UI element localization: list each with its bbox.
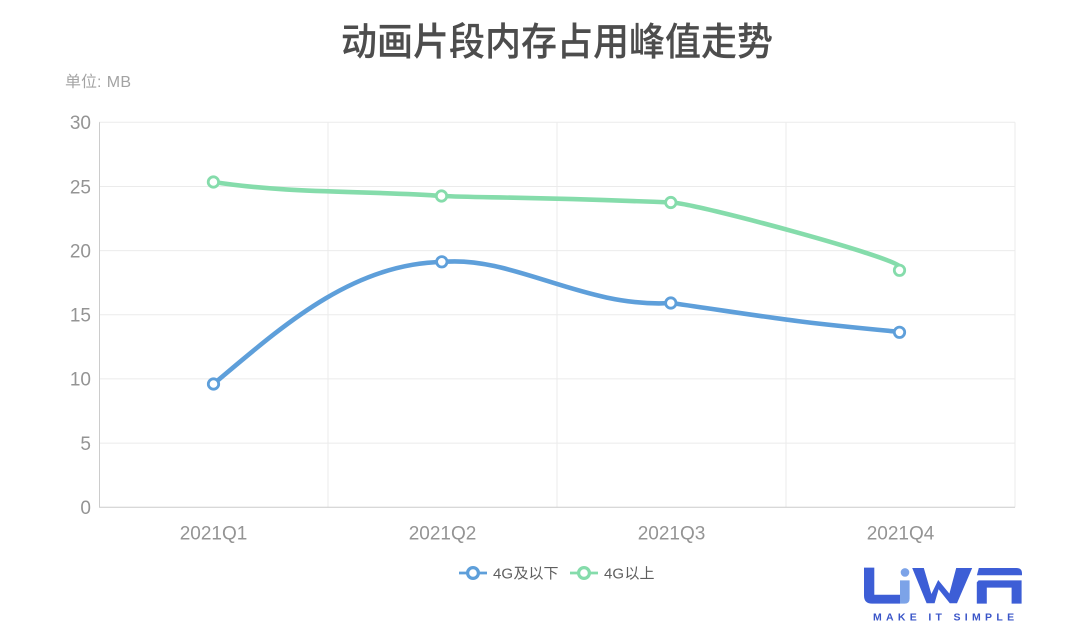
svg-text:20: 20 xyxy=(70,241,91,262)
svg-text:2021Q2: 2021Q2 xyxy=(409,524,477,545)
svg-text:2021Q1: 2021Q1 xyxy=(180,524,248,545)
svg-text:0: 0 xyxy=(80,498,91,519)
svg-text:MAKE IT SIMPLE: MAKE IT SIMPLE xyxy=(873,612,1018,624)
svg-text:2021Q4: 2021Q4 xyxy=(867,524,935,545)
svg-text:4G: 4G xyxy=(604,566,624,583)
svg-text:30: 30 xyxy=(70,113,91,134)
svg-text:5: 5 xyxy=(80,434,91,455)
svg-text:2021Q3: 2021Q3 xyxy=(638,524,706,545)
svg-text:: MB: : MB xyxy=(97,74,132,91)
svg-text:4G: 4G xyxy=(493,566,513,583)
svg-text:10: 10 xyxy=(70,370,91,391)
svg-text:25: 25 xyxy=(70,177,91,198)
svg-text:15: 15 xyxy=(70,306,91,327)
